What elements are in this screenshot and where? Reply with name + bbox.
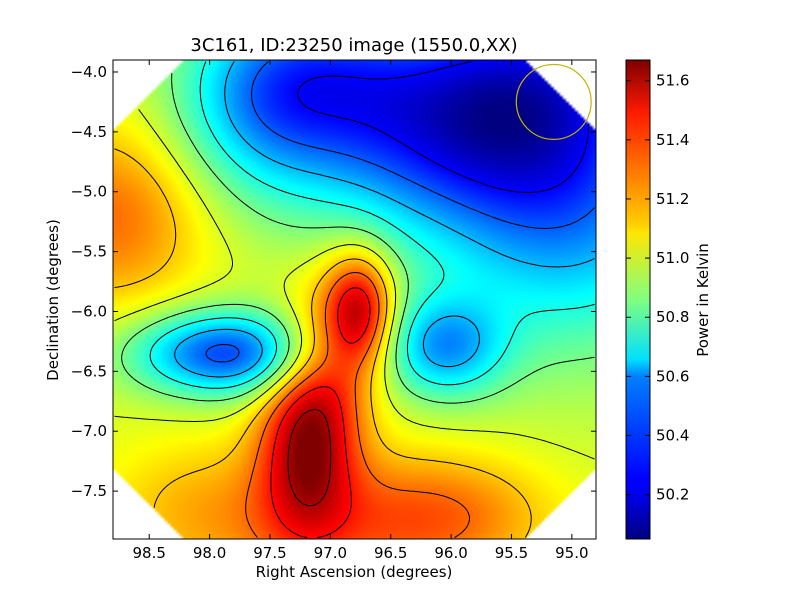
colorbar-tick-label: 51.6 (656, 72, 689, 90)
y-tick-label: −6.5 (71, 362, 107, 380)
colorbar-tick-label: 50.2 (656, 486, 689, 504)
x-tick-label: 98.5 (133, 544, 166, 562)
beam-circle (515, 63, 592, 140)
contour-line-51 (114, 108, 595, 460)
y-tick-label: −7.5 (71, 482, 107, 500)
contour-lines (114, 61, 595, 538)
x-tick-label: 98.0 (193, 544, 226, 562)
y-tick-label: −6.0 (71, 302, 107, 320)
colorbar-label: Power in Kelvin (694, 243, 712, 357)
contour-line-50-7 (149, 61, 595, 389)
colorbar-gradient (625, 59, 651, 540)
y-tick-label: −5.5 (71, 243, 107, 261)
y-axis-label: Declination (degrees) (44, 219, 62, 381)
contour-line-51-15 (114, 148, 532, 538)
y-tick-label: −4.5 (71, 123, 107, 141)
colorbar-ticks: 50.2 50.4 50.6 50.8 51.0 51.2 51.4 51.6 (626, 72, 689, 504)
colorbar-tick-label: 50.4 (656, 427, 689, 445)
plot-area: 98.5 98.0 97.5 97.0 96.5 96.0 95.5 95.0 −4.0−4.… (71, 59, 597, 562)
chart-title: 3C161, ID:23250 image (1550.0,XX) (190, 35, 517, 56)
contour-line-50-55 (174, 61, 595, 378)
colorbar: 50.2 50.4 50.6 50.8 51.0 51.2 51.4 51.6 Power i… (625, 59, 712, 540)
heatmap-image (113, 60, 596, 539)
colorbar-tick-label: 51.2 (656, 190, 689, 208)
colorbar-tick-label: 51.0 (656, 249, 689, 267)
y-axis-ticks: −4.0 −4.5 −5.0 −5.5 −6.0 −6.5 −7.0 −7.5 (71, 63, 596, 500)
contour-line-50-85 (121, 73, 595, 404)
y-tick-label: −5.0 (71, 183, 107, 201)
colorbar-tick-label: 51.4 (656, 131, 689, 149)
colorbar-tick-label: 50.6 (656, 367, 689, 385)
x-tick-label: 97.0 (314, 544, 347, 562)
x-tick-label: 96.5 (374, 544, 407, 562)
y-tick-label: −4.0 (71, 63, 107, 81)
x-tick-label: 95.5 (495, 544, 528, 562)
plot-frame (112, 59, 597, 540)
contour-line-51-3 (245, 272, 470, 538)
x-tick-label: 96.0 (434, 544, 467, 562)
x-tick-label: 97.5 (253, 544, 286, 562)
x-tick-label: 95.0 (555, 544, 588, 562)
contour-line-50-4 (205, 61, 595, 363)
contour-line-51-6 (287, 409, 332, 507)
y-tick-label: −7.0 (71, 422, 107, 440)
x-axis-ticks: 98.5 98.0 97.5 97.0 96.5 96.0 95.5 95.0 (133, 60, 589, 562)
contour-line-51-45 (270, 287, 371, 538)
contour-line-50-25 (297, 61, 590, 193)
x-axis-label: Right Ascension (degrees) (256, 563, 453, 581)
colorbar-tick-label: 50.8 (656, 308, 689, 326)
